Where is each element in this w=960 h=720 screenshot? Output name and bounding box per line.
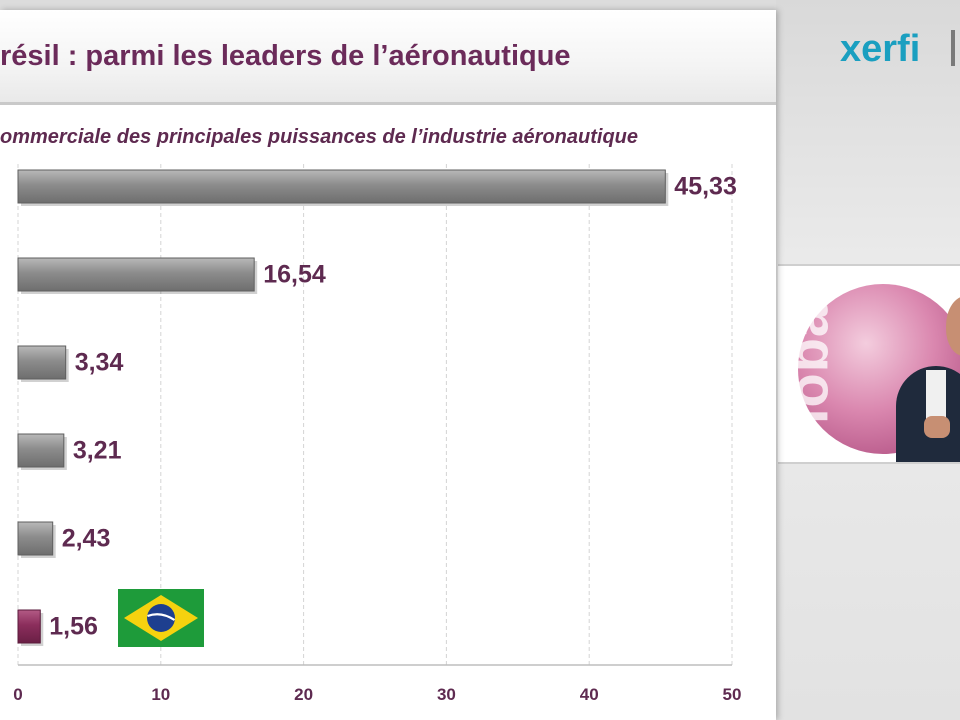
x-tick-label: 10 [151,685,170,704]
bar [17,433,65,468]
x-tick-label: 40 [580,685,599,704]
x-tick-label: 0 [13,685,22,704]
bar-value-label: 16,54 [263,261,326,289]
logo-divider [951,30,955,66]
x-tick-label: 20 [294,685,313,704]
chart-grid [17,164,733,666]
presenter-hand [924,416,950,438]
slide-title: résil : parmi les leaders de l’aéronauti… [0,40,571,72]
x-tick-label: 50 [723,685,742,704]
bar [17,257,255,292]
bar-value-label: 2,43 [62,525,111,553]
bar-highlight [17,609,41,644]
bar [17,521,54,556]
bar-value-label: 1,56 [49,613,98,641]
global-overlay-text: Global [778,288,840,464]
brazil-flag-icon [118,589,204,647]
chart-value-labels: 45,33 16,54 3,34 3,21 2,43 1,56 [49,173,737,641]
bar [17,169,666,204]
chart-bars [17,169,669,646]
bar-value-label: 3,34 [75,349,124,377]
xerfi-logo: xerfi [840,28,921,70]
presenter-shirt [926,370,946,430]
x-tick-label: 30 [437,685,456,704]
video-inset: Global [778,264,960,464]
bar-value-label: 45,33 [674,173,737,201]
bar-value-label: 3,21 [73,437,122,465]
bar-chart: 45,33 16,54 3,34 3,21 2,43 1,56 0 10 20 30 40 50 [13,164,741,704]
chart-x-ticks: 0 10 20 30 40 50 [13,685,741,704]
bar [17,345,67,380]
chart-subtitle: ommerciale des principales puissances de… [0,126,638,148]
presenter-head [946,296,960,356]
title-band: résil : parmi les leaders de l’aéronauti… [0,10,776,105]
